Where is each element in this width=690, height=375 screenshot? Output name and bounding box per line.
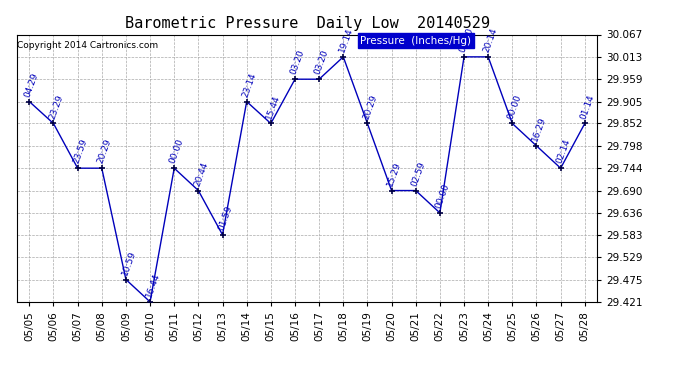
Text: 00:00: 00:00 (506, 93, 524, 120)
Text: 10:59: 10:59 (120, 249, 137, 276)
Text: Copyright 2014 Cartronics.com: Copyright 2014 Cartronics.com (17, 41, 159, 50)
Text: 03:20: 03:20 (313, 49, 331, 76)
Text: 20:14: 20:14 (482, 27, 500, 54)
Text: 00:00: 00:00 (434, 182, 451, 210)
Text: 16:29: 16:29 (531, 116, 548, 142)
Text: 23:29: 23:29 (48, 93, 65, 120)
Text: 15:44: 15:44 (265, 93, 282, 120)
Text: Pressure  (Inches/Hg): Pressure (Inches/Hg) (360, 36, 471, 46)
Title: Barometric Pressure  Daily Low  20140529: Barometric Pressure Daily Low 20140529 (125, 15, 489, 30)
Text: 00:00: 00:00 (168, 138, 186, 165)
Text: 04:29: 04:29 (23, 71, 41, 98)
Text: 19:14: 19:14 (337, 26, 355, 54)
Text: 02:14: 02:14 (555, 138, 572, 165)
Text: 15:29: 15:29 (386, 160, 403, 188)
Text: 23:59: 23:59 (72, 138, 89, 165)
Text: 20:44: 20:44 (193, 160, 210, 188)
Text: 16:44: 16:44 (144, 272, 161, 298)
Text: 01:59: 01:59 (217, 204, 234, 232)
Text: 20:29: 20:29 (362, 93, 379, 120)
Text: 23:14: 23:14 (241, 71, 258, 98)
Text: 00:00: 00:00 (458, 26, 475, 54)
Text: 20:29: 20:29 (96, 138, 113, 165)
Text: 02:59: 02:59 (410, 160, 427, 188)
Text: 01:14: 01:14 (579, 93, 596, 120)
Text: 03:20: 03:20 (289, 49, 306, 76)
